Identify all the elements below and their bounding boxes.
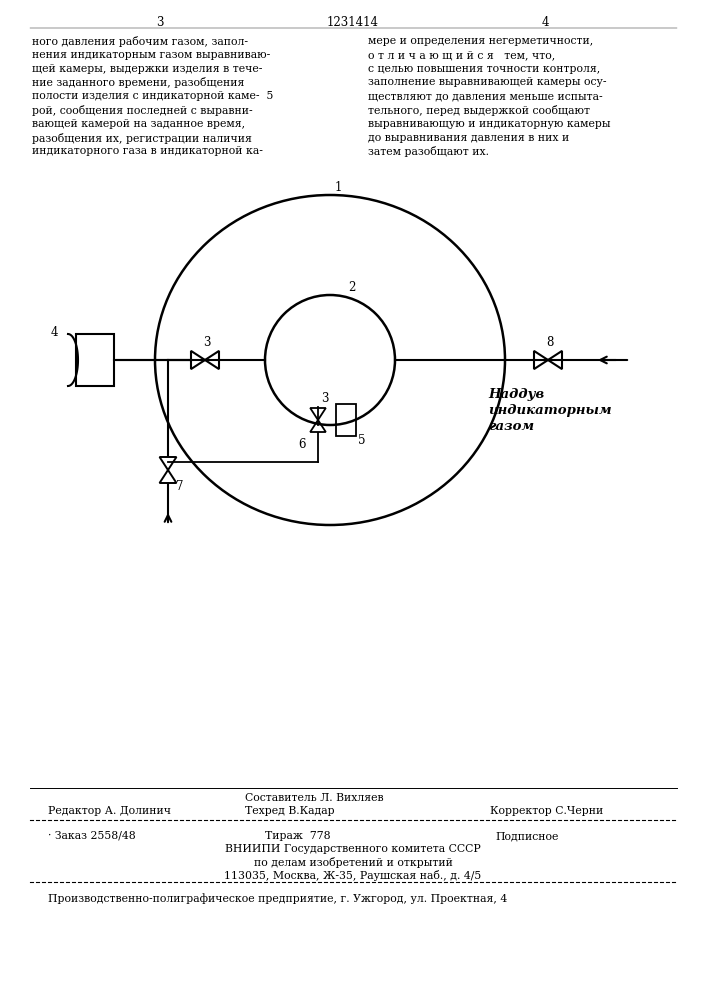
Text: по делам изобретений и открытий: по делам изобретений и открытий	[254, 857, 452, 868]
Text: 1231414: 1231414	[327, 16, 379, 29]
Text: ние заданного времени, разобщения: ние заданного времени, разобщения	[32, 77, 245, 88]
Text: 8: 8	[546, 336, 554, 349]
Text: мере и определения негерметичности,: мере и определения негерметичности,	[368, 36, 593, 46]
Text: 3: 3	[321, 392, 329, 405]
Text: индикаторного газа в индикаторной ка-: индикаторного газа в индикаторной ка-	[32, 146, 263, 156]
Text: Производственно-полиграфическое предприятие, г. Ужгород, ул. Проектная, 4: Производственно-полиграфическое предприя…	[48, 893, 507, 904]
Text: Составитель Л. Вихляев: Составитель Л. Вихляев	[245, 793, 384, 803]
Text: ВНИИПИ Государственного комитета СССР: ВНИИПИ Государственного комитета СССР	[225, 844, 481, 854]
Text: заполнение выравнивающей камеры осу-: заполнение выравнивающей камеры осу-	[368, 77, 607, 87]
Text: 7: 7	[176, 480, 184, 493]
Text: разобщения их, регистрации наличия: разобщения их, регистрации наличия	[32, 133, 252, 144]
Text: нения индикаторным газом выравниваю-: нения индикаторным газом выравниваю-	[32, 50, 270, 60]
Text: 5: 5	[358, 434, 366, 447]
Text: 4: 4	[542, 16, 549, 29]
Text: Подписное: Подписное	[495, 831, 559, 841]
Text: до выравнивания давления в них и: до выравнивания давления в них и	[368, 133, 569, 143]
Text: ного давления рабочим газом, запол-: ного давления рабочим газом, запол-	[32, 36, 248, 47]
Text: Тираж  778: Тираж 778	[265, 831, 331, 841]
Text: с целью повышения точности контроля,: с целью повышения точности контроля,	[368, 64, 600, 74]
Text: Корректор С.Черни: Корректор С.Черни	[490, 806, 603, 816]
Text: 113035, Москва, Ж-35, Раушская наб., д. 4/5: 113035, Москва, Ж-35, Раушская наб., д. …	[224, 870, 481, 881]
Text: индикаторным: индикаторным	[488, 404, 612, 417]
Text: Наддув: Наддув	[488, 388, 544, 401]
Text: 3: 3	[203, 336, 211, 349]
Text: газом: газом	[488, 420, 534, 433]
Text: о т л и ч а ю щ и й с я   тем, что,: о т л и ч а ю щ и й с я тем, что,	[368, 50, 555, 60]
Bar	[76, 334, 114, 386]
Text: ществляют до давления меньше испыта-: ществляют до давления меньше испыта-	[368, 91, 602, 101]
Text: выравнивающую и индикаторную камеры: выравнивающую и индикаторную камеры	[368, 119, 611, 129]
Text: 1: 1	[335, 181, 342, 194]
Text: Техред В.Кадар: Техред В.Кадар	[245, 806, 334, 816]
Text: тельного, перед выдержкой сообщают: тельного, перед выдержкой сообщают	[368, 105, 590, 116]
Text: · Заказ 2558/48: · Заказ 2558/48	[48, 831, 136, 841]
Text: 4: 4	[51, 326, 59, 339]
Text: 3: 3	[156, 16, 164, 29]
Text: 2: 2	[348, 281, 356, 294]
Bar	[336, 404, 356, 436]
Text: щей камеры, выдержки изделия в тече-: щей камеры, выдержки изделия в тече-	[32, 64, 262, 74]
Text: Редактор А. Долинич: Редактор А. Долинич	[48, 806, 171, 816]
Text: вающей камерой на заданное время,: вающей камерой на заданное время,	[32, 119, 245, 129]
Text: рой, сообщения последней с выравни-: рой, сообщения последней с выравни-	[32, 105, 252, 116]
Text: затем разобщают их.: затем разобщают их.	[368, 146, 489, 157]
Text: полости изделия с индикаторной каме-  5: полости изделия с индикаторной каме- 5	[32, 91, 274, 101]
Text: 6: 6	[298, 438, 305, 451]
